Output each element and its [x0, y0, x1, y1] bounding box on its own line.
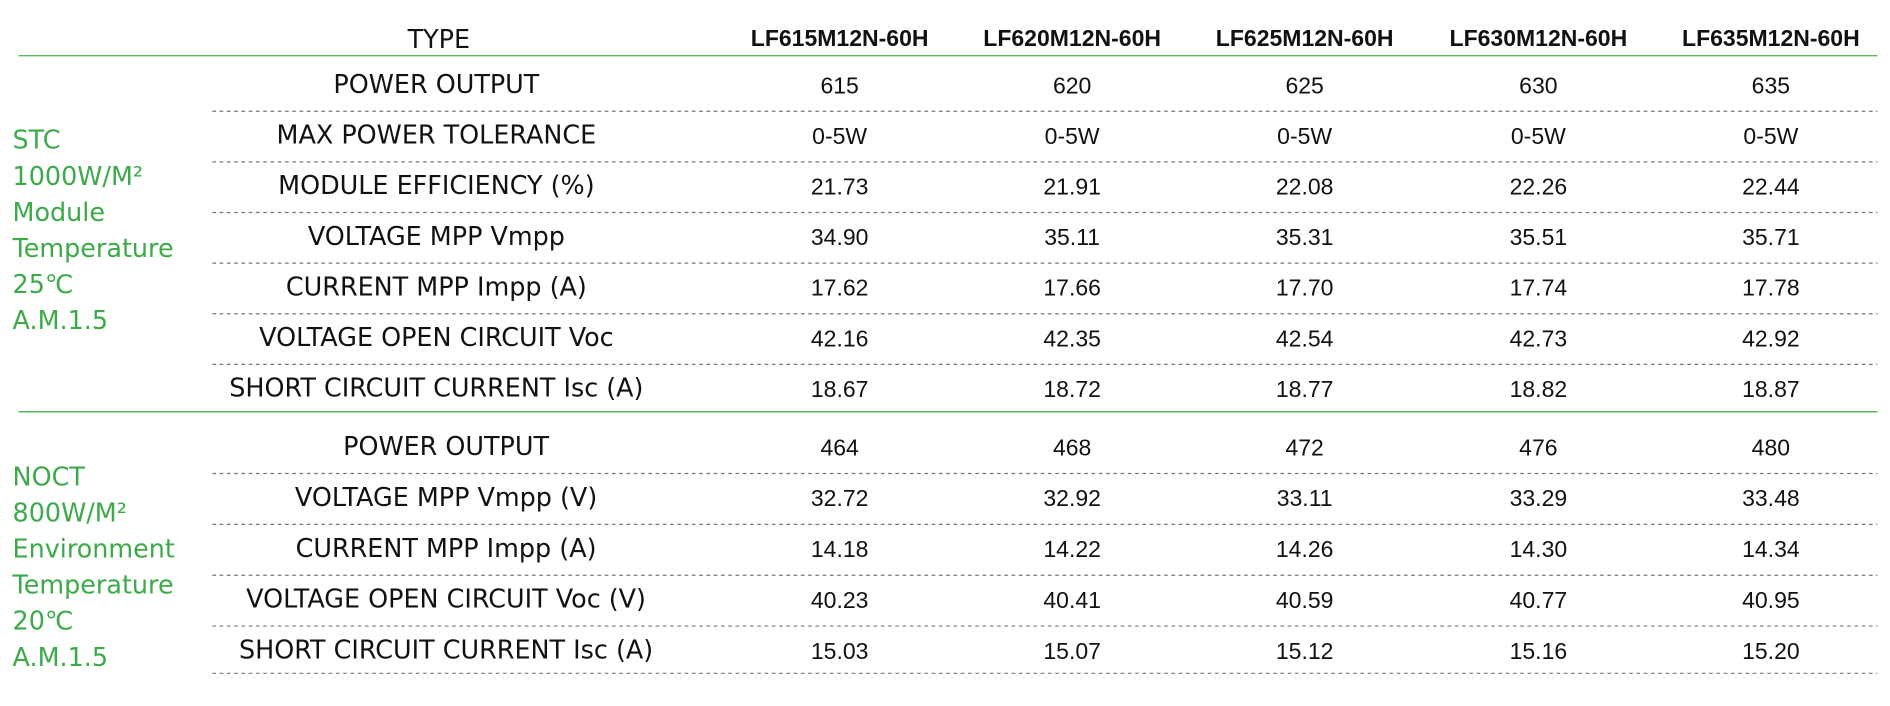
cell-value: 472	[1285, 434, 1323, 460]
section-label: 20℃	[13, 606, 74, 636]
cell-value: 630	[1519, 72, 1557, 98]
cell-value: 15.03	[811, 638, 869, 664]
cell-value: 40.41	[1043, 587, 1101, 613]
cell-value: 33.29	[1510, 485, 1568, 511]
section-label: Temperature	[12, 233, 174, 263]
cell-value: 32.92	[1043, 485, 1101, 511]
section-label: NOCT	[13, 461, 86, 491]
cell-value: 17.78	[1742, 275, 1800, 301]
cell-value: 18.72	[1043, 376, 1101, 402]
cell-value: 17.74	[1510, 275, 1568, 301]
model-name: LF615M12N-60H	[751, 25, 929, 51]
row-label: MAX POWER TOLERANCE	[277, 120, 597, 150]
cell-value: 615	[820, 72, 858, 98]
cell-value: 22.44	[1742, 174, 1800, 200]
cell-value: 40.95	[1742, 587, 1800, 613]
row-label: CURRENT MPP Impp (A)	[296, 533, 597, 563]
row-label: VOLTAGE OPEN CIRCUIT Voc	[259, 322, 614, 352]
cell-value: 34.90	[811, 224, 869, 250]
section-label: Environment	[13, 534, 175, 564]
row-label: POWER OUTPUT	[343, 431, 549, 461]
cell-value: 625	[1285, 72, 1323, 98]
cell-value: 15.12	[1276, 638, 1334, 664]
cell-value: 18.77	[1276, 376, 1334, 402]
row-label: SHORT CIRCUIT CURRENT Isc (A)	[239, 635, 653, 665]
cell-value: 14.30	[1510, 536, 1568, 562]
cell-value: 14.26	[1276, 536, 1334, 562]
cell-value: 40.23	[811, 587, 869, 613]
cell-value: 0-5W	[1743, 123, 1798, 149]
row-label: MODULE EFFICIENCY (%)	[278, 170, 594, 200]
cell-value: 40.77	[1510, 587, 1568, 613]
cell-value: 14.22	[1043, 536, 1101, 562]
cell-value: 32.72	[811, 485, 869, 511]
cell-value: 15.16	[1510, 638, 1568, 664]
cell-value: 35.11	[1044, 224, 1100, 250]
cell-value: 42.16	[811, 325, 869, 351]
cell-value: 0-5W	[1045, 123, 1100, 149]
section-label: 25℃	[13, 269, 74, 299]
cell-value: 21.91	[1043, 174, 1101, 200]
row-label: VOLTAGE MPP Vmpp (V)	[295, 482, 597, 512]
cell-value: 464	[820, 434, 859, 460]
row-label: CURRENT MPP Impp (A)	[286, 271, 587, 301]
cell-value: 635	[1752, 72, 1790, 98]
row-label: VOLTAGE MPP Vmpp	[308, 221, 565, 251]
cell-value: 14.18	[811, 536, 869, 562]
cell-value: 40.59	[1276, 587, 1334, 613]
cell-value: 22.26	[1510, 174, 1568, 200]
cell-value: 33.11	[1277, 485, 1333, 511]
cell-value: 17.66	[1043, 275, 1101, 301]
cell-value: 476	[1519, 434, 1557, 460]
cell-value: 620	[1053, 72, 1091, 98]
cell-value: 0-5W	[1277, 123, 1332, 149]
cell-value: 0-5W	[812, 123, 867, 149]
cell-value: 15.07	[1043, 638, 1101, 664]
cell-value: 42.92	[1742, 325, 1800, 351]
model-name: LF635M12N-60H	[1682, 25, 1860, 51]
row-label: POWER OUTPUT	[333, 69, 539, 99]
cell-value: 18.87	[1742, 376, 1800, 402]
cell-value: 22.08	[1276, 174, 1334, 200]
cell-value: 18.82	[1510, 376, 1568, 402]
section-label: A.M.1.5	[13, 642, 108, 672]
cell-value: 17.70	[1276, 275, 1334, 301]
section-label: Temperature	[12, 570, 174, 600]
cell-value: 480	[1752, 434, 1790, 460]
cell-value: 468	[1053, 434, 1091, 460]
section-label: 1000W/M²	[13, 161, 144, 191]
section-label: STC	[13, 125, 61, 155]
row-label: VOLTAGE OPEN CIRCUIT Voc (V)	[246, 584, 646, 614]
cell-value: 35.51	[1510, 224, 1568, 250]
cell-value: 42.35	[1043, 325, 1101, 351]
cell-value: 21.73	[811, 174, 869, 200]
cell-value: 14.34	[1742, 536, 1800, 562]
section-label: A.M.1.5	[13, 305, 108, 335]
model-name: LF625M12N-60H	[1216, 25, 1394, 51]
model-name: LF630M12N-60H	[1450, 25, 1628, 51]
cell-value: 15.20	[1742, 638, 1800, 664]
type-label: TYPE	[407, 24, 470, 54]
section-label: Module	[13, 197, 105, 227]
row-label: SHORT CIRCUIT CURRENT Isc (A)	[229, 373, 643, 403]
cell-value: 35.31	[1276, 224, 1334, 250]
cell-value: 42.54	[1276, 325, 1334, 351]
cell-value: 35.71	[1742, 224, 1800, 250]
cell-value: 18.67	[811, 376, 869, 402]
section-label: 800W/M²	[13, 497, 127, 527]
cell-value: 42.73	[1510, 325, 1568, 351]
cell-value: 17.62	[811, 275, 869, 301]
cell-value: 0-5W	[1511, 123, 1566, 149]
cell-value: 33.48	[1742, 485, 1800, 511]
model-name: LF620M12N-60H	[983, 25, 1161, 51]
